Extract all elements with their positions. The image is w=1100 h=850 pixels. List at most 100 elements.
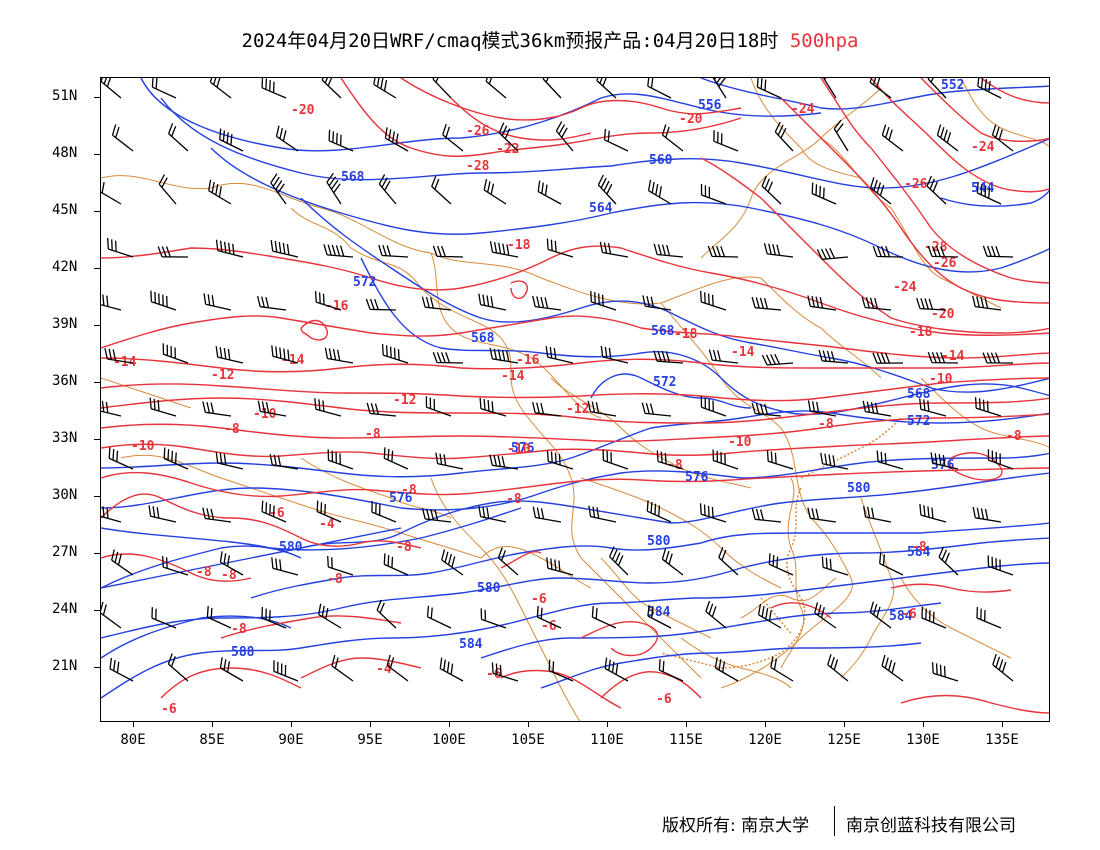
wind-barb	[326, 172, 342, 205]
wind-barb	[545, 346, 574, 364]
wind-barb	[991, 124, 1014, 152]
wind-barb	[491, 662, 519, 682]
lat-label: 39N	[52, 316, 78, 332]
wind-barb	[478, 293, 507, 311]
wind-barb	[818, 350, 849, 364]
wind-barb	[596, 78, 617, 99]
wind-barb	[101, 506, 122, 523]
wind-barb	[371, 501, 397, 523]
lat-label: 33N	[52, 430, 78, 446]
wind-barb	[432, 78, 452, 99]
wind-barb	[699, 503, 727, 523]
temp-label: -10	[728, 435, 752, 450]
lon-tick	[370, 722, 371, 727]
height-label: 564	[589, 201, 613, 216]
wind-barb	[111, 124, 134, 152]
wind-barb	[597, 174, 617, 205]
wind-barb	[879, 552, 904, 576]
wind-barb	[537, 180, 562, 205]
wind-barb	[442, 123, 464, 152]
wind-barb	[314, 398, 342, 417]
lat-tick	[94, 268, 100, 269]
temp-label: -12	[211, 368, 234, 383]
lat-tick	[94, 439, 100, 440]
wind-barb	[653, 243, 684, 258]
wind-barb	[821, 556, 849, 576]
wind-barb	[774, 121, 794, 152]
wind-barb	[974, 397, 1002, 417]
wind-barb	[930, 452, 959, 470]
temp-label: -8	[667, 458, 683, 473]
height-label: 576	[685, 470, 709, 485]
wind-barb	[763, 243, 794, 258]
wind-barb	[820, 452, 849, 470]
wind-barb	[270, 240, 299, 258]
temp-label: -8	[231, 622, 247, 637]
temp-label: -20	[291, 103, 315, 118]
temp-label: -20	[931, 307, 955, 322]
weather-map[interactable]: 552 556 560 564 568 572 568 568 572 568 …	[100, 77, 1050, 722]
wind-barb	[108, 447, 134, 470]
wind-barb	[435, 452, 464, 470]
wind-barb	[862, 400, 892, 417]
wind-barb	[148, 505, 177, 523]
lon-tick	[133, 722, 134, 727]
wind-barb	[101, 601, 122, 629]
wind-barb	[609, 546, 629, 576]
wind-barb	[373, 78, 397, 99]
lat-label: 45N	[52, 202, 78, 218]
temp-label: -26	[466, 124, 490, 139]
wind-barb	[383, 447, 409, 470]
wind-barb	[546, 450, 574, 470]
wind-barb	[761, 175, 782, 205]
wind-barb	[756, 78, 782, 99]
wind-barb	[977, 78, 1002, 99]
lat-label: 21N	[52, 658, 78, 674]
lat-label: 36N	[52, 373, 78, 389]
wind-barb	[869, 78, 892, 99]
wind-barb	[714, 657, 739, 682]
lat-tick	[94, 325, 100, 326]
wind-barb	[203, 293, 232, 311]
temp-label: -18	[507, 238, 531, 253]
wind-barb	[384, 127, 409, 152]
wind-barb	[383, 553, 409, 576]
wind-barb	[257, 400, 287, 417]
lon-label: 85E	[199, 732, 225, 748]
wind-barb	[927, 351, 959, 364]
wind-barb	[324, 347, 354, 364]
temp-label: -6	[486, 667, 502, 682]
temp-label: -18	[909, 325, 933, 340]
wind-barb	[149, 397, 177, 417]
temp-label: -14	[731, 345, 755, 360]
lon-tick	[449, 722, 450, 727]
wind-barb	[208, 179, 232, 205]
wind-barb	[162, 343, 189, 364]
temp-label: -8	[818, 417, 834, 432]
wind-barb	[219, 128, 244, 152]
height-label: 556	[698, 98, 722, 113]
wind-barb	[378, 174, 397, 205]
height-label: 584	[459, 637, 483, 652]
lat-label: 24N	[52, 601, 78, 617]
wind-barb	[101, 179, 122, 205]
wind-barb	[656, 450, 684, 470]
height-label: 580	[477, 581, 501, 596]
temp-label: -8	[224, 422, 240, 437]
height-label: 568	[471, 331, 495, 346]
wind-barb	[600, 345, 629, 364]
wind-barb	[219, 657, 244, 682]
lon-tick	[212, 722, 213, 727]
wind-barb	[331, 655, 354, 682]
temp-label: -26	[933, 256, 957, 271]
wind-barb	[150, 290, 177, 311]
wind-barb	[215, 346, 244, 364]
temp-label: -10	[253, 407, 277, 422]
wind-barb	[807, 507, 837, 523]
wind-barb	[661, 548, 684, 576]
wind-barb	[992, 653, 1014, 682]
wind-barb	[489, 241, 519, 258]
wind-barb	[931, 662, 959, 682]
temp-label: -14	[113, 355, 137, 370]
title-main: 2024年04月20日WRF/cmaq模式36km预报产品:04月20日18时	[241, 30, 779, 52]
